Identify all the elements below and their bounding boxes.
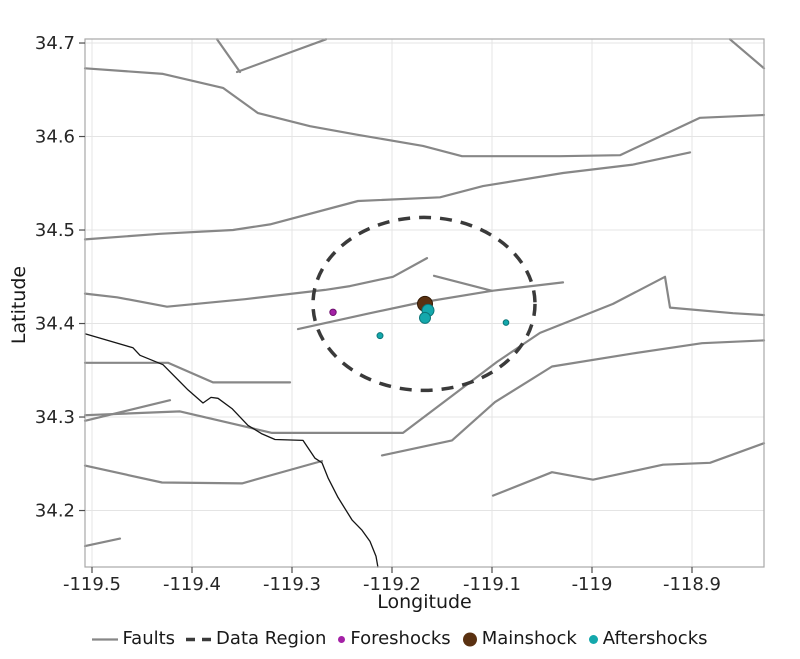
data-region-circle	[311, 215, 537, 393]
legend-item-aftershocks: Aftershocks	[588, 628, 708, 649]
fault-line	[728, 38, 766, 70]
fault-line	[215, 38, 242, 74]
legend: Faults Data Region Foreshocks Mainshock Afte…	[0, 628, 800, 649]
fault-line	[83, 361, 292, 384]
y-tick-label: 34.2	[35, 501, 75, 522]
plot-frame	[84, 38, 765, 568]
x-tick-label: -118.9	[663, 574, 721, 595]
fault-line	[491, 442, 766, 497]
fault-line	[432, 274, 494, 292]
foreshocks-marker-shape	[338, 635, 346, 643]
fault-line	[83, 257, 429, 308]
legend-item-faults: Faults	[92, 628, 175, 649]
aftershocks-marker-icon	[588, 634, 598, 644]
legend-label: Foreshocks	[350, 628, 451, 649]
legend-label: Data Region	[216, 628, 327, 649]
x-tick-label: -119	[572, 574, 613, 595]
legend-label: Aftershocks	[602, 628, 708, 649]
map-plot: -119.5 -119.4 -119.3 -119.2 -119.1 -119 -118.9…	[35, 33, 766, 595]
x-tick-label: -119.3	[263, 574, 321, 595]
y-tick-label: 34.6	[35, 127, 75, 148]
coastline	[84, 333, 379, 568]
legend-item-mainshock: Mainshock	[462, 628, 577, 649]
y-tick-label: 34.7	[35, 33, 75, 54]
x-tick-label: -119.1	[463, 574, 521, 595]
legend-item-foreshocks: Foreshocks	[337, 628, 451, 649]
y-tick-label: 34.4	[35, 314, 75, 335]
fault-line	[83, 459, 324, 485]
x-tick-label: -119.4	[163, 574, 221, 595]
mainshock-marker-shape	[462, 632, 477, 646]
x-axis-title: Longitude	[377, 591, 472, 613]
y-axis-title: Latitude	[8, 265, 30, 345]
data-region-marker-icon	[186, 637, 213, 641]
fault-line	[83, 537, 122, 548]
mainshock-marker-icon	[462, 632, 477, 646]
fault-line	[380, 339, 766, 457]
faults-marker-icon	[92, 637, 119, 641]
fault-line	[83, 399, 172, 422]
aftershock-point	[419, 311, 431, 324]
x-tick-label: -119.5	[63, 574, 121, 595]
fault-line	[83, 67, 766, 158]
fault-line	[235, 38, 328, 74]
legend-label: Mainshock	[481, 628, 577, 649]
foreshocks-marker-icon	[338, 635, 346, 643]
legend-item-data-region: Data Region	[186, 628, 326, 649]
aftershock-point	[502, 319, 510, 326]
legend-label: Faults	[122, 628, 176, 649]
aftershocks-marker-shape	[588, 634, 598, 644]
fault-line	[83, 275, 766, 434]
foreshock-point	[329, 308, 337, 317]
x-tick-label: -119.2	[363, 574, 421, 595]
y-tick-label: 34.5	[35, 220, 75, 241]
fault-line	[83, 151, 692, 241]
aftershock-point	[376, 332, 384, 340]
y-tick-label: 34.3	[35, 407, 75, 428]
